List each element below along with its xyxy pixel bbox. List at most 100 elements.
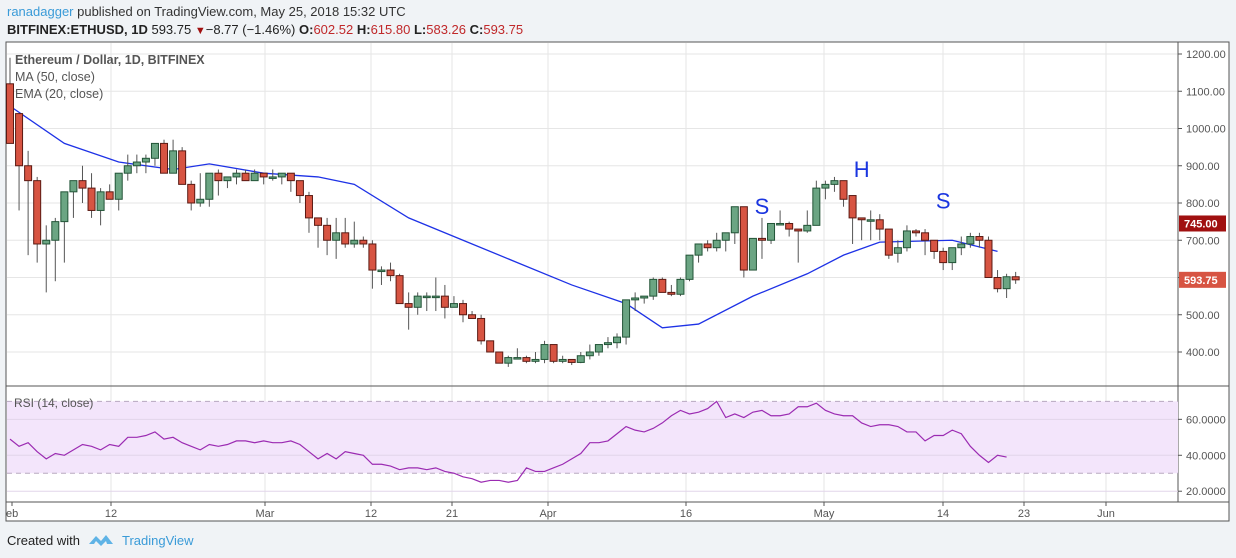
candle[interactable] (848, 195, 857, 244)
candle[interactable] (404, 292, 413, 330)
candle[interactable] (60, 191, 69, 263)
candle[interactable] (368, 240, 377, 289)
candle[interactable] (902, 225, 911, 252)
candle[interactable] (468, 311, 477, 319)
candle[interactable] (893, 240, 902, 263)
candle[interactable] (223, 176, 232, 189)
candle[interactable] (33, 176, 42, 263)
candle[interactable] (658, 277, 667, 293)
candle[interactable] (921, 229, 930, 256)
candle[interactable] (304, 191, 313, 233)
candle[interactable] (540, 340, 549, 364)
candle[interactable] (196, 173, 205, 207)
candle[interactable] (359, 236, 368, 248)
candle[interactable] (51, 217, 60, 282)
candle[interactable] (413, 292, 422, 315)
candle[interactable] (694, 243, 703, 263)
candle[interactable] (178, 147, 187, 185)
candle[interactable] (739, 206, 748, 278)
candle[interactable] (15, 113, 24, 211)
candle[interactable] (785, 221, 794, 237)
candle[interactable] (114, 172, 123, 211)
candle[interactable] (757, 217, 766, 259)
candle[interactable] (676, 277, 685, 297)
candle[interactable] (42, 225, 51, 293)
candle[interactable] (395, 273, 404, 305)
candle[interactable] (522, 355, 531, 364)
candle[interactable] (712, 232, 721, 252)
candle[interactable] (24, 150, 33, 256)
author-link[interactable]: ranadagger (7, 4, 74, 19)
candle[interactable] (549, 344, 558, 364)
candle[interactable] (884, 228, 893, 259)
candle[interactable] (794, 228, 803, 263)
candle[interactable] (866, 210, 875, 241)
candle[interactable] (812, 180, 821, 226)
candle[interactable] (495, 351, 504, 364)
candle[interactable] (314, 217, 323, 248)
candle[interactable] (830, 176, 839, 192)
candle[interactable] (504, 355, 513, 367)
candle[interactable] (141, 154, 150, 174)
candle[interactable] (1002, 273, 1011, 298)
candle[interactable] (350, 221, 359, 248)
candle[interactable] (78, 165, 87, 203)
candle[interactable] (268, 169, 277, 181)
candle[interactable] (277, 172, 286, 185)
candle[interactable] (459, 299, 467, 323)
candle[interactable] (250, 169, 259, 182)
candle[interactable] (603, 337, 612, 349)
candle[interactable] (558, 355, 567, 364)
candle[interactable] (975, 232, 984, 248)
candle[interactable] (6, 57, 14, 144)
candle[interactable] (431, 277, 440, 312)
candle[interactable] (449, 296, 458, 308)
candle[interactable] (939, 247, 948, 271)
legend-ema[interactable]: EMA (20, close) (15, 87, 104, 101)
candle[interactable] (205, 172, 214, 207)
candle[interactable] (486, 340, 495, 353)
legend-ma[interactable]: MA (50, close) (15, 70, 95, 84)
candle[interactable] (912, 229, 920, 237)
candle[interactable] (96, 188, 105, 226)
candle[interactable] (966, 232, 975, 248)
candle[interactable] (341, 217, 350, 248)
candle[interactable] (386, 262, 395, 282)
candle[interactable] (87, 173, 96, 218)
candle[interactable] (649, 277, 658, 300)
candle[interactable] (993, 270, 1002, 293)
candle[interactable] (214, 169, 223, 196)
candle[interactable] (685, 254, 694, 282)
candle[interactable] (69, 180, 78, 218)
rsi-legend[interactable]: RSI (14, close) (14, 396, 94, 410)
candle[interactable] (803, 210, 812, 233)
candle[interactable] (422, 292, 431, 312)
candle[interactable] (703, 240, 712, 252)
candle[interactable] (477, 314, 486, 345)
candle[interactable] (440, 284, 449, 319)
candle[interactable] (105, 184, 114, 200)
candle[interactable] (123, 154, 132, 181)
candle[interactable] (295, 180, 304, 203)
candle[interactable] (640, 295, 649, 304)
candle[interactable] (187, 180, 196, 211)
candle[interactable] (875, 214, 884, 241)
candle[interactable] (957, 236, 966, 256)
candle[interactable] (857, 217, 866, 241)
candle[interactable] (576, 352, 585, 364)
candle[interactable] (948, 247, 957, 271)
candle[interactable] (232, 169, 241, 185)
candle[interactable] (323, 217, 332, 256)
candle[interactable] (132, 154, 141, 174)
candle[interactable] (567, 358, 576, 366)
candle[interactable] (169, 139, 178, 174)
candle[interactable] (622, 299, 631, 345)
candle[interactable] (585, 344, 594, 360)
candle[interactable] (776, 210, 785, 226)
candle[interactable] (984, 236, 993, 278)
candle[interactable] (930, 239, 939, 259)
candle[interactable] (613, 333, 622, 349)
candle[interactable] (631, 292, 640, 312)
candle[interactable] (286, 172, 295, 192)
